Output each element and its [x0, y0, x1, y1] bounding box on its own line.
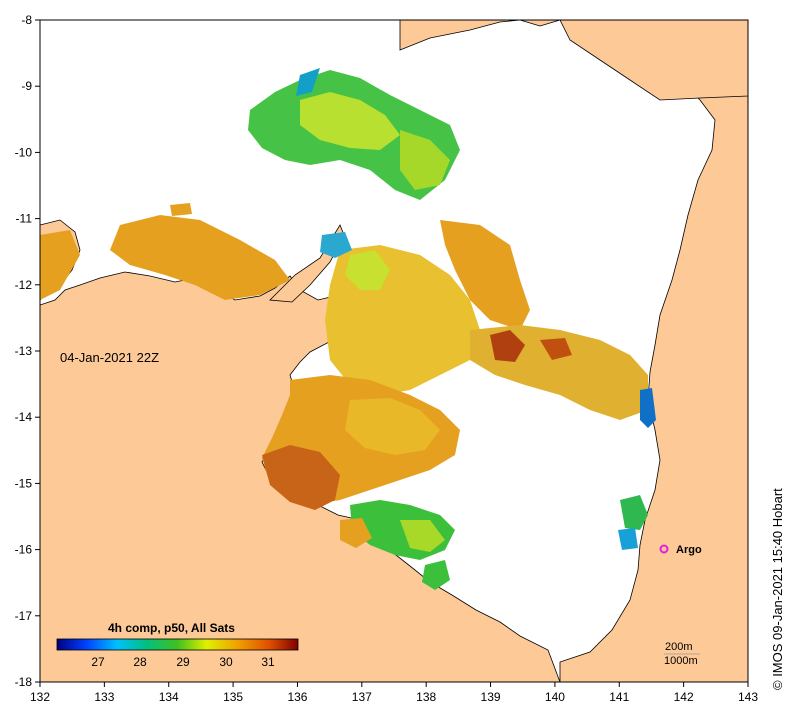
- lat-tick-label: -17: [15, 609, 33, 623]
- lon-tick-label: 136: [287, 690, 307, 704]
- argo-label: Argo: [676, 544, 702, 556]
- colorbar-tick-label: 27: [91, 655, 105, 669]
- colorbar-tick-label: 28: [133, 655, 147, 669]
- land-new-guinea: [399, 20, 748, 101]
- colorbar-ticks: 27 28 29 30 31: [91, 655, 275, 669]
- longitude-axis: 132 133 134 135 136 137 138 139 140 141 142 143: [30, 682, 758, 704]
- depth-legend-200m: 200m: [665, 641, 693, 653]
- lon-tick-label: 135: [223, 690, 243, 704]
- lat-tick-label: -11: [16, 212, 33, 226]
- lat-tick-label: -9: [21, 79, 32, 93]
- lon-tick-label: 133: [94, 690, 114, 704]
- lat-tick-label: -8: [21, 13, 32, 27]
- depth-legend-1000m: 1000m: [664, 655, 698, 667]
- colorbar-tick-label: 31: [261, 655, 275, 669]
- credit-label: © IMOS 09-Jan-2021 15:40 Hobart: [770, 488, 785, 690]
- timestamp-label: 04-Jan-2021 22Z: [60, 350, 159, 365]
- lon-tick-label: 138: [416, 690, 436, 704]
- lon-tick-label: 132: [30, 690, 50, 704]
- lat-tick-label: -13: [15, 344, 33, 358]
- sst-patches: [40, 68, 656, 590]
- lat-tick-label: -18: [15, 675, 33, 689]
- lat-tick-label: -15: [15, 476, 33, 490]
- lat-tick-label: -16: [15, 543, 33, 557]
- latitude-axis: -8 -9 -10 -11 -12 -13 -14 -15 -16 -17 -18: [15, 13, 40, 689]
- lat-tick-label: -10: [15, 145, 33, 159]
- lon-tick-label: 143: [738, 690, 758, 704]
- lon-tick-label: 141: [609, 690, 629, 704]
- colorbar: [56, 638, 299, 651]
- lat-tick-label: -14: [15, 410, 33, 424]
- lon-tick-label: 140: [545, 690, 565, 704]
- colorbar-title: 4h comp, p50, All Sats: [108, 621, 235, 635]
- lat-tick-label: -12: [15, 278, 33, 292]
- lon-tick-label: 134: [159, 690, 179, 704]
- lon-tick-label: 137: [352, 690, 372, 704]
- argo-marker-icon: [659, 544, 669, 554]
- lon-tick-label: 142: [674, 690, 694, 704]
- lon-tick-label: 139: [481, 690, 501, 704]
- colorbar-tick-label: 30: [219, 655, 233, 669]
- colorbar-tick-label: 29: [176, 655, 190, 669]
